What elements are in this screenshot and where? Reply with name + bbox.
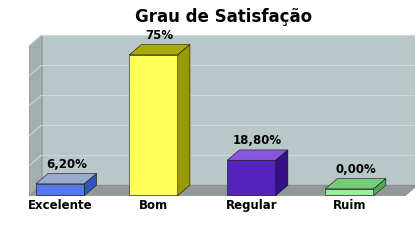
Text: 6,20%: 6,20% — [46, 158, 87, 171]
Text: Grau de Satisfação: Grau de Satisfação — [135, 8, 312, 26]
Polygon shape — [374, 179, 386, 195]
Polygon shape — [227, 160, 276, 195]
Text: Excelente: Excelente — [28, 199, 93, 212]
Text: Regular: Regular — [226, 199, 277, 212]
Text: Ruim: Ruim — [333, 199, 366, 212]
Polygon shape — [129, 45, 190, 55]
Polygon shape — [29, 185, 418, 195]
Polygon shape — [85, 174, 97, 195]
Polygon shape — [29, 35, 41, 195]
Polygon shape — [36, 184, 85, 195]
Polygon shape — [276, 150, 288, 195]
Polygon shape — [325, 179, 386, 189]
Polygon shape — [36, 174, 97, 184]
Text: 18,80%: 18,80% — [233, 134, 282, 147]
Polygon shape — [41, 35, 418, 185]
Text: 0,00%: 0,00% — [335, 163, 376, 176]
Text: 75%: 75% — [145, 29, 173, 42]
Polygon shape — [129, 55, 178, 195]
Polygon shape — [178, 45, 190, 195]
Polygon shape — [227, 150, 288, 160]
Text: Bom: Bom — [139, 199, 168, 212]
Polygon shape — [325, 189, 374, 195]
